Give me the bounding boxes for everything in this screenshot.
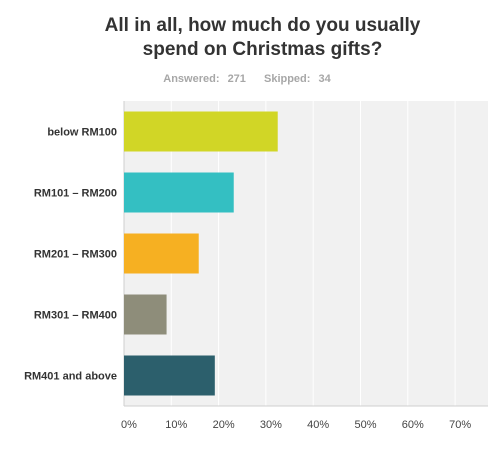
category-label: RM401 and above (24, 371, 117, 383)
skipped-label: Skipped: (263, 73, 311, 85)
x-tick-label: 10% (165, 419, 187, 431)
response-summary: Answered: 271 Skipped: 34 (0, 73, 489, 85)
answered-count: 271 (227, 73, 246, 85)
x-tick-label: 0% (121, 419, 137, 431)
bar-3 (124, 233, 199, 274)
chart-title: All in all, how much do you usually spen… (0, 14, 489, 62)
chart-title-line-2: spend on Christmas gifts? (142, 39, 383, 60)
category-label: RM201 – RM300 (34, 249, 117, 261)
x-tick-label: 60% (402, 419, 424, 431)
x-tick-label: 40% (307, 419, 329, 431)
x-tick-label: 70% (449, 419, 471, 431)
bar-4 (124, 294, 167, 335)
skipped-count: 34 (318, 73, 331, 85)
x-tick-label: 20% (213, 419, 235, 431)
bar-1 (124, 111, 278, 152)
x-tick-label: 50% (354, 419, 376, 431)
category-label: below RM100 (47, 127, 117, 139)
answered-summary: Answered: 271 (158, 73, 246, 85)
answered-label: Answered: (163, 73, 220, 85)
bar-2 (124, 172, 234, 213)
category-label: RM301 – RM400 (34, 310, 117, 322)
bar-5 (124, 355, 215, 396)
skipped-summary: Skipped: 34 (259, 73, 331, 85)
x-tick-label: 30% (260, 419, 282, 431)
category-label: RM101 – RM200 (34, 188, 117, 200)
chart-title-line-1: All in all, how much do you usually (104, 15, 421, 36)
